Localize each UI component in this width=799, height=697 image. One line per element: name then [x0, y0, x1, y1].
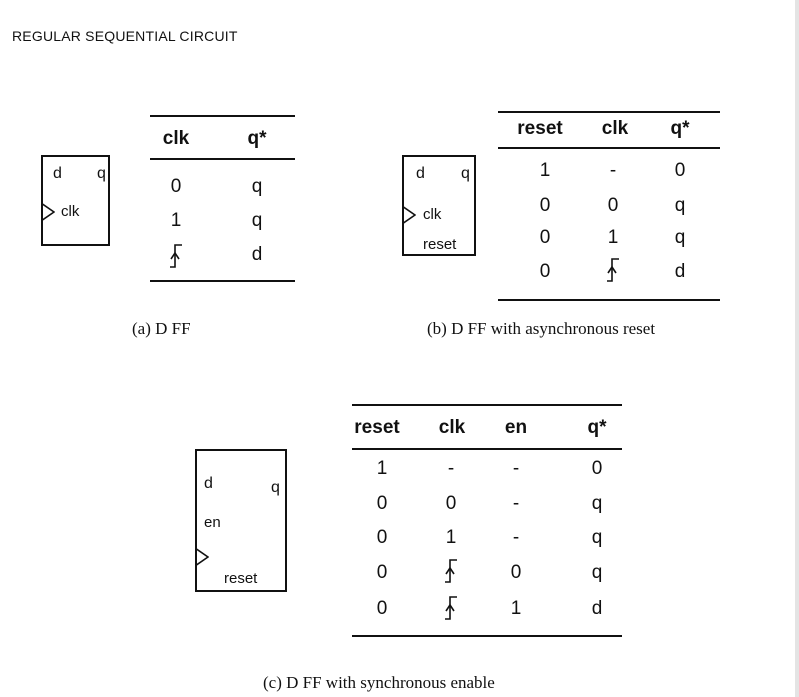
q-output-label: q	[271, 479, 280, 496]
reset-input-label: reset	[224, 570, 258, 587]
page-title: REGULAR SEQUENTIAL CIRCUIT	[12, 28, 238, 44]
rising-edge-icon	[445, 596, 457, 620]
caption-c: (c) D FF with synchronous enable	[263, 673, 495, 692]
table-rule-bottom	[352, 635, 622, 637]
d-ff-reset-symbol: d q clk reset	[402, 155, 476, 256]
q-output-label: q	[461, 165, 470, 182]
table-cell: -	[512, 458, 520, 479]
caption-b: (b) D FF with asynchronous reset	[427, 319, 656, 338]
table-rule-top	[150, 115, 295, 117]
caption-a: (a) D FF	[132, 319, 191, 338]
table-rule-header	[352, 448, 622, 450]
rising-edge-icon	[170, 244, 182, 268]
clock-triangle-icon	[195, 548, 209, 566]
d-input-label: d	[204, 475, 213, 492]
table-rule-top	[498, 111, 720, 113]
table-cell: q	[591, 562, 603, 583]
truth-table-b: reset clk q* 1 - 0 0 0 q 0 1 q 0 d	[498, 110, 720, 302]
table-cell: 0	[376, 562, 388, 583]
table-cell: q	[591, 527, 603, 548]
table-rule-header	[150, 158, 295, 160]
q-output-label: q	[97, 165, 106, 182]
table-header: clk	[162, 128, 190, 149]
table-cell: -	[609, 160, 617, 181]
table-cell: 1	[170, 210, 182, 231]
en-input-label: en	[204, 514, 221, 531]
truth-table-c: reset clk en q* 1 - - 0 0 0 - q 0 1 - q …	[352, 403, 622, 637]
table-cell: -	[512, 493, 520, 514]
table-cell: 1	[445, 527, 457, 548]
table-rule-top	[352, 404, 622, 406]
clk-input-label: clk	[61, 203, 80, 220]
table-rule-bottom	[498, 299, 720, 301]
table-rule-bottom	[150, 280, 295, 282]
table-cell: q	[591, 493, 603, 514]
table-header: clk	[438, 417, 466, 438]
table-cell: q	[674, 195, 686, 216]
clk-input-label: clk	[423, 206, 442, 223]
table-header: reset	[354, 417, 400, 438]
table-cell: 0	[539, 227, 551, 248]
table-cell: 0	[607, 195, 619, 216]
table-cell: d	[591, 598, 603, 619]
scroll-edge	[795, 0, 799, 697]
table-cell: 0	[674, 160, 686, 181]
table-cell: 0	[510, 562, 522, 583]
reset-input-label: reset	[423, 236, 457, 253]
table-cell: 0	[376, 598, 388, 619]
table-cell: 1	[510, 598, 522, 619]
table-header: q*	[670, 118, 690, 139]
table-cell: 0	[539, 261, 551, 282]
rising-edge-icon	[445, 559, 457, 583]
clock-triangle-icon	[402, 206, 416, 224]
clock-triangle-icon	[41, 203, 55, 221]
table-cell: 1	[607, 227, 619, 248]
rising-edge-icon	[607, 258, 619, 282]
table-cell: -	[447, 458, 455, 479]
table-cell: -	[512, 527, 520, 548]
table-header: clk	[601, 118, 629, 139]
table-cell: q	[251, 210, 263, 231]
table-cell: d	[674, 261, 686, 282]
table-cell: q	[251, 176, 263, 197]
table-cell: d	[251, 244, 263, 265]
d-ff-enable-symbol: d q en reset	[195, 449, 287, 592]
d-input-label: d	[53, 165, 62, 182]
table-cell: 0	[170, 176, 182, 197]
table-cell: q	[674, 227, 686, 248]
table-cell: 0	[445, 493, 457, 514]
table-cell: 0	[376, 493, 388, 514]
table-rule-header	[498, 147, 720, 149]
d-input-label: d	[416, 165, 425, 182]
table-header: q*	[587, 417, 607, 438]
table-header: en	[504, 417, 528, 438]
table-header: reset	[517, 118, 563, 139]
table-cell: 1	[376, 458, 388, 479]
d-ff-symbol: d q clk	[41, 155, 110, 246]
table-cell: 1	[539, 160, 551, 181]
table-cell: 0	[591, 458, 603, 479]
table-cell: 0	[376, 527, 388, 548]
table-cell: 0	[539, 195, 551, 216]
table-header: q*	[247, 128, 267, 149]
truth-table-a: clk q* 0 q 1 q d	[150, 114, 295, 284]
